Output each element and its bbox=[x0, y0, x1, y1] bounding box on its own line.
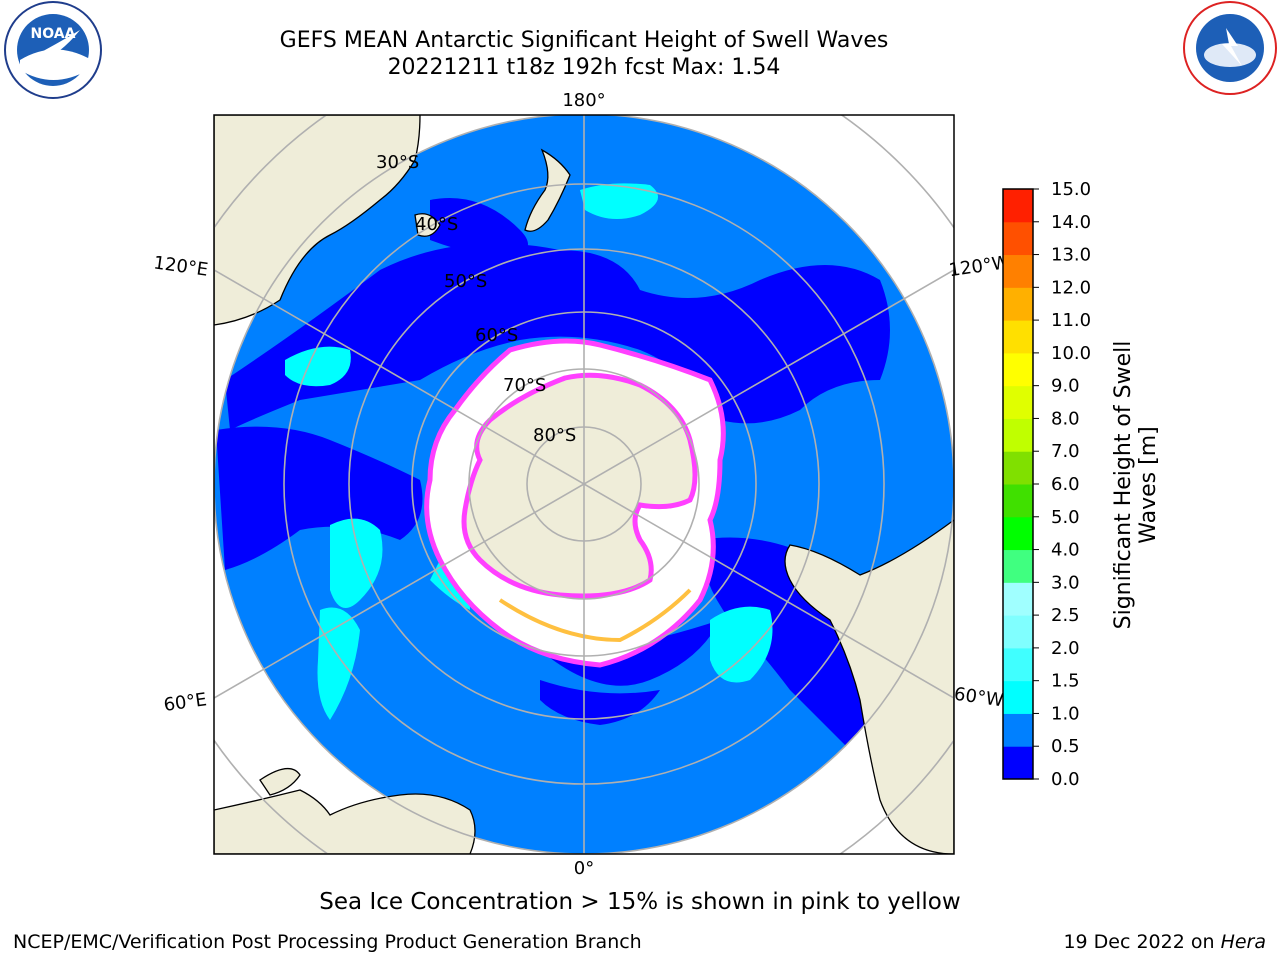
colorbar-tick-label: 11.0 bbox=[1051, 310, 1091, 331]
colorbar-segment bbox=[1003, 713, 1033, 747]
sea-ice-caption: Sea Ice Concentration > 15% is shown in … bbox=[319, 889, 961, 915]
noaa-logo-icon: NOAA bbox=[4, 1, 102, 99]
colorbar-segment bbox=[1003, 352, 1033, 387]
land-masses bbox=[214, 115, 954, 854]
colorbar-segment bbox=[1003, 385, 1033, 419]
colorbar-segment bbox=[1003, 582, 1033, 616]
colorbar-segment bbox=[1003, 221, 1033, 256]
colorbar-tick-label: 0.5 bbox=[1051, 736, 1080, 757]
colorbar-tick-label: 1.0 bbox=[1051, 703, 1080, 724]
colorbar-tick-label: 14.0 bbox=[1051, 212, 1091, 233]
footer-date: 19 Dec 2022 on Hera bbox=[1063, 931, 1266, 953]
lon-label-60e: 60°E bbox=[162, 689, 208, 716]
colorbar-tick-label: 8.0 bbox=[1051, 408, 1080, 429]
colorbar-segment bbox=[1003, 418, 1033, 452]
lat-label-50s: 50°S bbox=[444, 271, 487, 292]
lon-label-0: 0° bbox=[574, 858, 594, 879]
colorbar-tick-label: 10.0 bbox=[1051, 343, 1091, 364]
colorbar-tick-label: 2.0 bbox=[1051, 638, 1080, 659]
footer-credit: NCEP/EMC/Verification Post Processing Pr… bbox=[13, 931, 642, 953]
lon-label-180: 180° bbox=[562, 90, 605, 111]
lat-label-30s: 30°S bbox=[376, 152, 419, 173]
colorbar-tick-label: 2.5 bbox=[1051, 605, 1080, 626]
graticule bbox=[214, 115, 954, 854]
colorbar-tick-label: 15.0 bbox=[1051, 179, 1091, 200]
colorbar-tick-label: 3.0 bbox=[1051, 572, 1080, 593]
colorbar-tick-label: 13.0 bbox=[1051, 245, 1091, 266]
colorbar-tick-label: 1.5 bbox=[1051, 671, 1080, 692]
colorbar-tick-label: 9.0 bbox=[1051, 376, 1080, 397]
chart-title: GEFS MEAN Antarctic Significant Height o… bbox=[279, 28, 889, 53]
lat-label-60s: 60°S bbox=[475, 325, 518, 346]
colorbar-segment bbox=[1003, 680, 1033, 714]
colorbar: 0.0 0.5 1.0 1.5 2.0 2.5 3.0 4.0 5.0 6.0 7.0 8.0 9.0 1… bbox=[1002, 179, 1091, 790]
lat-label-70s: 70°S bbox=[503, 375, 546, 396]
colorbar-label: Significant Height of SwellWaves [m] bbox=[1111, 341, 1161, 630]
footer-host: Hera bbox=[1220, 931, 1266, 953]
colorbar-segment bbox=[1003, 647, 1033, 682]
lon-label-120w: 120°W bbox=[947, 252, 1011, 281]
colorbar-tick-label: 6.0 bbox=[1051, 474, 1080, 495]
chart-subtitle: 20221211 t18z 192h fcst Max: 1.54 bbox=[387, 55, 781, 80]
colorbar-segment bbox=[1003, 549, 1033, 583]
colorbar-segment bbox=[1003, 254, 1033, 288]
colorbar-segment bbox=[1003, 189, 1033, 223]
colorbar-tick-label: 7.0 bbox=[1051, 441, 1080, 462]
lon-label-60w: 60°W bbox=[953, 684, 1005, 712]
colorbar-tick-label: 12.0 bbox=[1051, 277, 1091, 298]
lon-label-120e: 120°E bbox=[152, 252, 209, 280]
colorbar-segment bbox=[1003, 615, 1033, 649]
colorbar-segment bbox=[1003, 287, 1033, 321]
nws-logo-icon bbox=[1183, 1, 1277, 95]
colorbar-segment bbox=[1003, 746, 1033, 780]
footer-date-text: 19 Dec 2022 on bbox=[1063, 931, 1221, 953]
colorbar-segment bbox=[1003, 451, 1033, 485]
colorbar-segment bbox=[1003, 484, 1033, 518]
colorbar-segment bbox=[1003, 516, 1033, 551]
colorbar-segment bbox=[1003, 320, 1033, 354]
lat-label-80s: 80°S bbox=[533, 425, 576, 446]
colorbar-tick-label: 0.0 bbox=[1051, 769, 1080, 790]
colorbar-tick-label: 5.0 bbox=[1051, 507, 1080, 528]
noaa-logo-text: NOAA bbox=[31, 26, 76, 42]
colorbar-tick-label: 4.0 bbox=[1051, 540, 1080, 561]
map-frame bbox=[213, 114, 955, 855]
lat-label-40s: 40°S bbox=[415, 214, 458, 235]
